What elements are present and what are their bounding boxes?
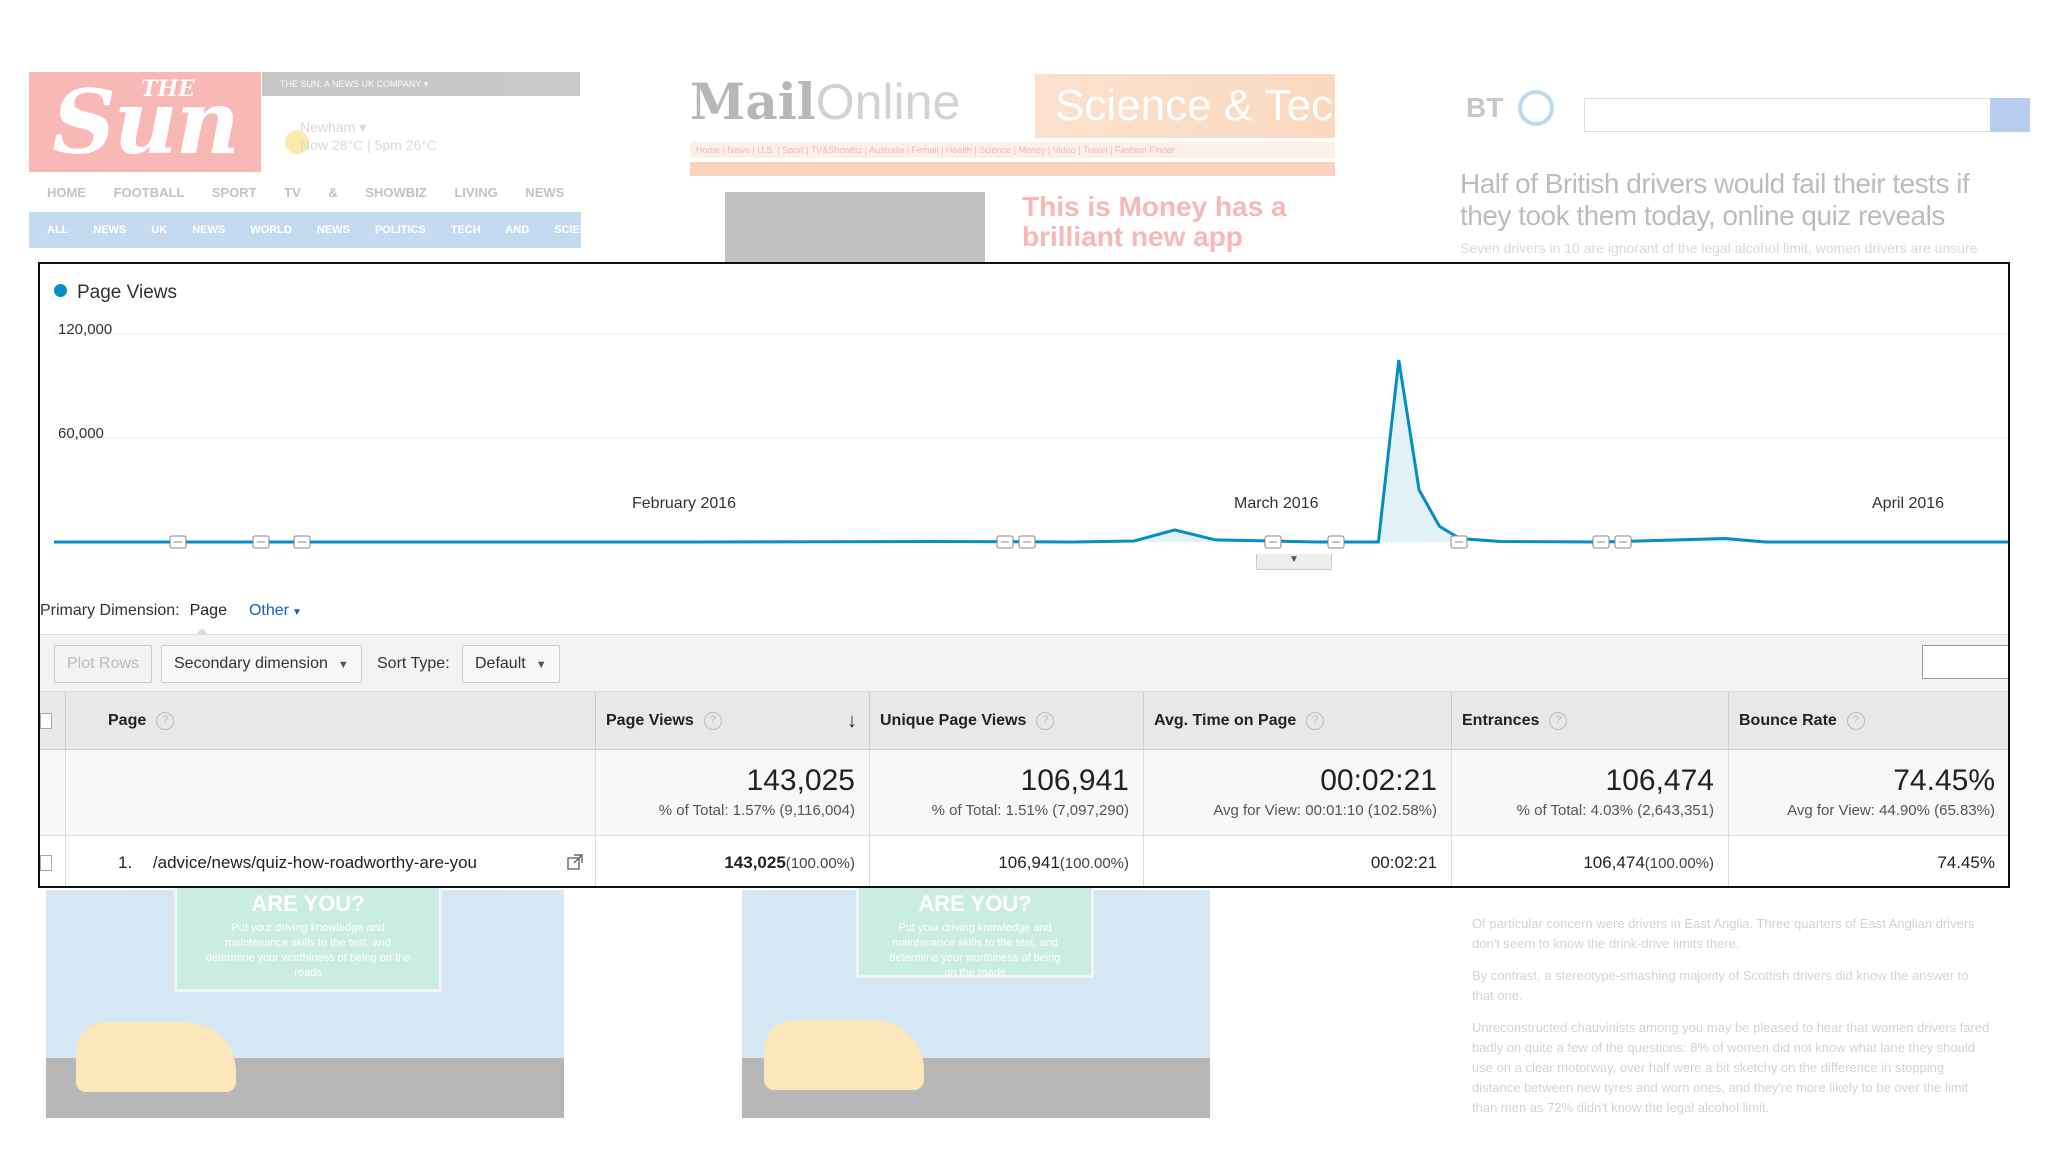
help-icon[interactable]: ?: [1306, 712, 1325, 730]
mail-subnav: [690, 162, 1335, 176]
mail-app-thumbnail: [725, 192, 985, 262]
x-label-march: March 2016: [1234, 495, 1319, 512]
table-row-select: [40, 836, 66, 886]
road-shape: [46, 1058, 564, 1118]
chevron-down-icon: ▼: [337, 659, 349, 671]
row-unique-page-views: 106,941(100.00%): [870, 836, 1144, 886]
header-bounce-rate[interactable]: Bounce Rate?: [1729, 692, 2008, 750]
promo-card: ARE YOU? Put your driving knowledge and …: [174, 880, 442, 992]
primary-dimension-other[interactable]: Other: [248, 602, 289, 619]
total-value: 00:02:21: [1320, 764, 1437, 797]
road-shape: [742, 1058, 1210, 1118]
legend-dot-icon: [54, 284, 67, 297]
help-icon[interactable]: ?: [1549, 712, 1568, 730]
bt-search-field: [1584, 98, 1992, 132]
table-search-input[interactable]: [1922, 645, 2008, 679]
sun-header-strip: THE SUN, A NEWS UK COMPANY ▾: [262, 72, 580, 96]
total-entrances: 106,474 % of Total: 4.03% (2,643,351): [1452, 750, 1729, 836]
selected-dimension-marker: [196, 628, 208, 634]
row-bounce-rate: 74.45%: [1729, 836, 2008, 886]
sun-weather: Newham ▾ Now 28°C | 5pm 26°C: [300, 119, 437, 153]
primary-dimension-label: Primary Dimension:: [40, 602, 180, 619]
bt-logo-circle: [1518, 90, 1554, 126]
mail-section-banner: Science & Tech: [1035, 74, 1335, 138]
row-avg-time: 00:02:21: [1144, 836, 1452, 886]
y-tick-label: 120,000: [58, 321, 112, 338]
table-toolbar: Plot Rows Secondary dimension ▼ Sort Type…: [40, 634, 2008, 692]
mail-online-logo: MailOnline: [690, 72, 961, 131]
car-icon: [76, 1022, 236, 1092]
bt-search-button: [1990, 98, 2030, 132]
primary-dimension-page[interactable]: Page: [189, 602, 227, 619]
sun-nav: HOME FOOTBALL SPORT TV & SHOWBIZ LIVING …: [47, 185, 581, 200]
quiz-promo-image: ARE YOU? Put your driving knowledge and …: [46, 880, 564, 1118]
total-bounce-rate: 74.45% Avg for View: 44.90% (65.83%): [1729, 750, 2008, 836]
secondary-dimension-dropdown[interactable]: Secondary dimension ▼: [161, 645, 362, 683]
primary-dimension-bar: Primary Dimension: Page Other ▼: [40, 601, 302, 623]
total-value: 106,941: [1020, 764, 1129, 797]
header-unique-page-views[interactable]: Unique Page Views?: [870, 692, 1144, 750]
mail-nav: Home | News | U.S. | Sport | TV&Showbiz …: [690, 142, 1335, 158]
external-link-icon[interactable]: [567, 854, 583, 870]
total-value: 74.45%: [1893, 764, 1995, 797]
help-icon[interactable]: ?: [156, 712, 175, 730]
row-index: 1.: [118, 853, 133, 872]
sort-type-label: Sort Type:: [377, 655, 450, 672]
page-views-chart[interactable]: 120,000 60,000 February 2016 March 2016 …: [40, 304, 2010, 554]
chevron-down-icon: ▼: [535, 659, 547, 671]
bt-subheadline: Seven drivers in 10 are ignorant of the …: [1460, 240, 1978, 256]
mail-ad-text: This is Money has a brilliant new app: [1022, 191, 1287, 252]
chart-legend: Page Views: [54, 282, 177, 304]
total-value: 143,025: [746, 764, 855, 797]
total-value: 106,474: [1605, 764, 1714, 797]
help-icon[interactable]: ?: [703, 712, 722, 730]
bt-headline: Half of British drivers would fail their…: [1460, 168, 1970, 231]
row-checkbox[interactable]: [40, 855, 52, 871]
total-page-views: 143,025 % of Total: 1.57% (9,116,004): [596, 750, 870, 836]
header-entrances[interactable]: Entrances?: [1452, 692, 1729, 750]
series-area: [54, 360, 2008, 542]
total-percent: % of Total: 1.57% (9,116,004): [658, 802, 855, 819]
total-percent: % of Total: 1.51% (7,097,290): [931, 802, 1129, 819]
total-avg-time: 00:02:21 Avg for View: 00:01:10 (102.58%…: [1144, 750, 1452, 836]
weather-sun-icon: [285, 130, 309, 154]
total-percent: Avg for View: 44.90% (65.83%): [1787, 802, 1995, 819]
sun-subnav: ALL NEWS UK NEWS WORLD NEWS POLITICS TEC…: [29, 212, 581, 248]
sun-logo: THE Sun: [29, 72, 261, 172]
y-tick-label: 60,000: [58, 425, 104, 442]
select-all-checkbox[interactable]: [40, 713, 52, 729]
x-label-april: April 2016: [1872, 495, 1944, 512]
total-percent: Avg for View: 00:01:10 (102.58%): [1213, 802, 1437, 819]
sort-type-dropdown[interactable]: Default ▼: [462, 645, 560, 683]
table-row-page: 1. /advice/news/quiz-how-roadworthy-are-…: [66, 836, 596, 886]
quiz-promo-image-2: ARE YOU? Put your driving knowledge and …: [742, 880, 1210, 1118]
help-icon[interactable]: ?: [1846, 712, 1865, 730]
promo-card: ARE YOU? Put your driving knowledge and …: [856, 880, 1094, 979]
help-icon[interactable]: ?: [1036, 712, 1055, 730]
totals-spacer: [40, 750, 66, 836]
total-unique-page-views: 106,941 % of Total: 1.51% (7,097,290): [870, 750, 1144, 836]
chevron-down-icon[interactable]: ▼: [291, 607, 302, 618]
row-page-views: 143,025(100.00%): [596, 836, 870, 886]
annotation-toggle-tab[interactable]: ▼: [1256, 554, 1332, 570]
bt-article-body: Of particular concern were drivers in Ea…: [1472, 916, 1990, 1115]
series-line: [54, 359, 2008, 544]
row-page-link[interactable]: /advice/news/quiz-how-roadworthy-are-you: [152, 853, 478, 872]
plot-rows-button[interactable]: Plot Rows: [54, 645, 153, 683]
bt-logo: BT: [1466, 92, 1504, 123]
header-page[interactable]: Page?: [66, 692, 596, 750]
totals-page-cell: [66, 750, 596, 836]
header-avg-time-on-page[interactable]: Avg. Time on Page?: [1144, 692, 1452, 750]
analytics-panel: Page Views 120,000 60,000 February 2016 …: [38, 262, 2010, 888]
row-entrances: 106,474(100.00%): [1452, 836, 1729, 886]
header-page-views[interactable]: Page Views? ↓: [596, 692, 870, 750]
sort-descending-icon[interactable]: ↓: [847, 710, 857, 732]
total-percent: % of Total: 4.03% (2,643,351): [1516, 802, 1714, 819]
car-icon: [764, 1020, 924, 1090]
select-all-column: [40, 692, 66, 750]
legend-label: Page Views: [77, 282, 177, 303]
x-label-february: February 2016: [632, 495, 736, 512]
